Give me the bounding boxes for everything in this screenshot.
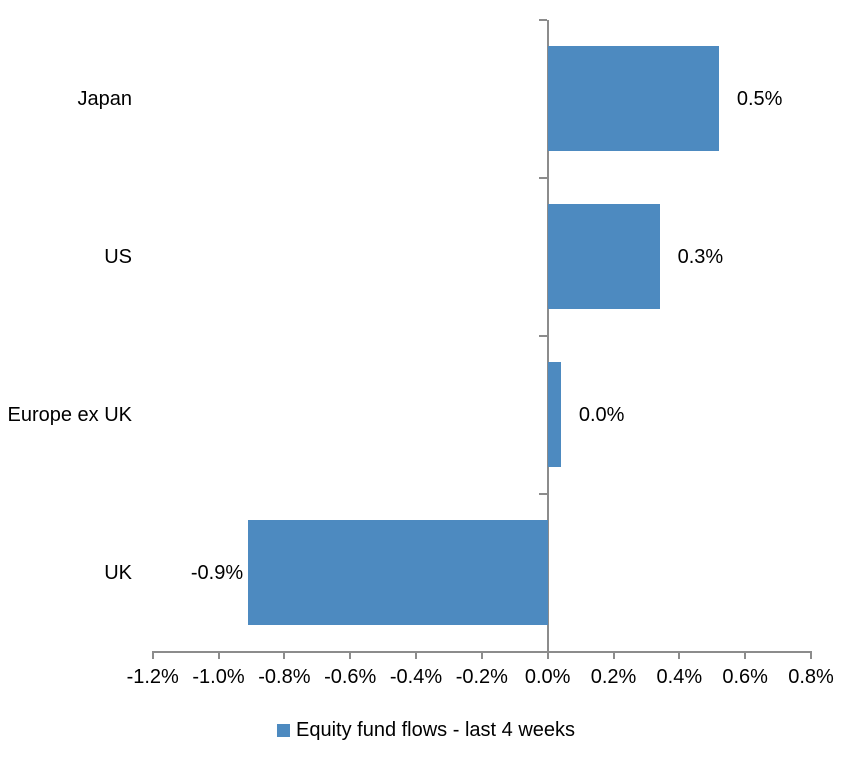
- legend-label: Equity fund flows - last 4 weeks: [295, 719, 576, 741]
- bar-europe-ex-uk: [547, 362, 561, 468]
- x-axis-tick: [415, 651, 418, 659]
- x-axis-tick: [283, 651, 286, 659]
- y-axis-zero-line: [546, 20, 549, 652]
- x-axis-tick: [612, 651, 615, 659]
- x-axis-tick: [480, 651, 483, 659]
- x-tick-label: -0.8%: [258, 666, 311, 688]
- bar-us: [547, 204, 660, 310]
- category-tick: [538, 334, 547, 337]
- x-axis-tick: [678, 651, 681, 659]
- value-label-uk: -0.9%: [190, 561, 244, 584]
- x-tick-label: 0.4%: [656, 666, 703, 688]
- x-tick-label: 0.2%: [590, 666, 637, 688]
- x-axis-tick: [151, 651, 154, 659]
- bar-japan: [547, 46, 719, 152]
- category-label-us: US: [104, 245, 132, 268]
- value-label-europe-ex-uk: 0.0%: [578, 403, 625, 426]
- legend: Equity fund flows - last 4 weeks: [276, 718, 576, 742]
- x-tick-label: -1.2%: [126, 666, 179, 688]
- x-tick-label: 0.8%: [788, 666, 834, 688]
- category-label-europe-ex-uk: Europe ex UK: [7, 403, 132, 426]
- category-tick: [538, 19, 547, 21]
- bar-uk: [248, 520, 548, 626]
- x-tick-label: 0.6%: [722, 666, 768, 688]
- x-axis-tick: [546, 651, 549, 659]
- x-tick-label: -0.6%: [324, 666, 377, 688]
- value-label-us: 0.3%: [677, 245, 724, 268]
- value-label-japan: 0.5%: [736, 87, 783, 110]
- x-axis-tick: [744, 651, 747, 659]
- x-axis-tick: [349, 651, 352, 659]
- x-tick-label: -0.4%: [389, 666, 443, 688]
- x-tick-label: 0.0%: [524, 666, 571, 688]
- x-axis-tick: [217, 651, 220, 659]
- x-tick-label: -0.2%: [455, 666, 508, 688]
- category-tick: [538, 176, 547, 179]
- x-tick-label: -1.0%: [192, 666, 245, 688]
- category-tick: [538, 492, 547, 495]
- x-axis-tick: [810, 651, 812, 659]
- category-label-uk: UK: [104, 561, 132, 584]
- legend-swatch-icon: [276, 723, 290, 737]
- category-label-japan: Japan: [77, 87, 133, 110]
